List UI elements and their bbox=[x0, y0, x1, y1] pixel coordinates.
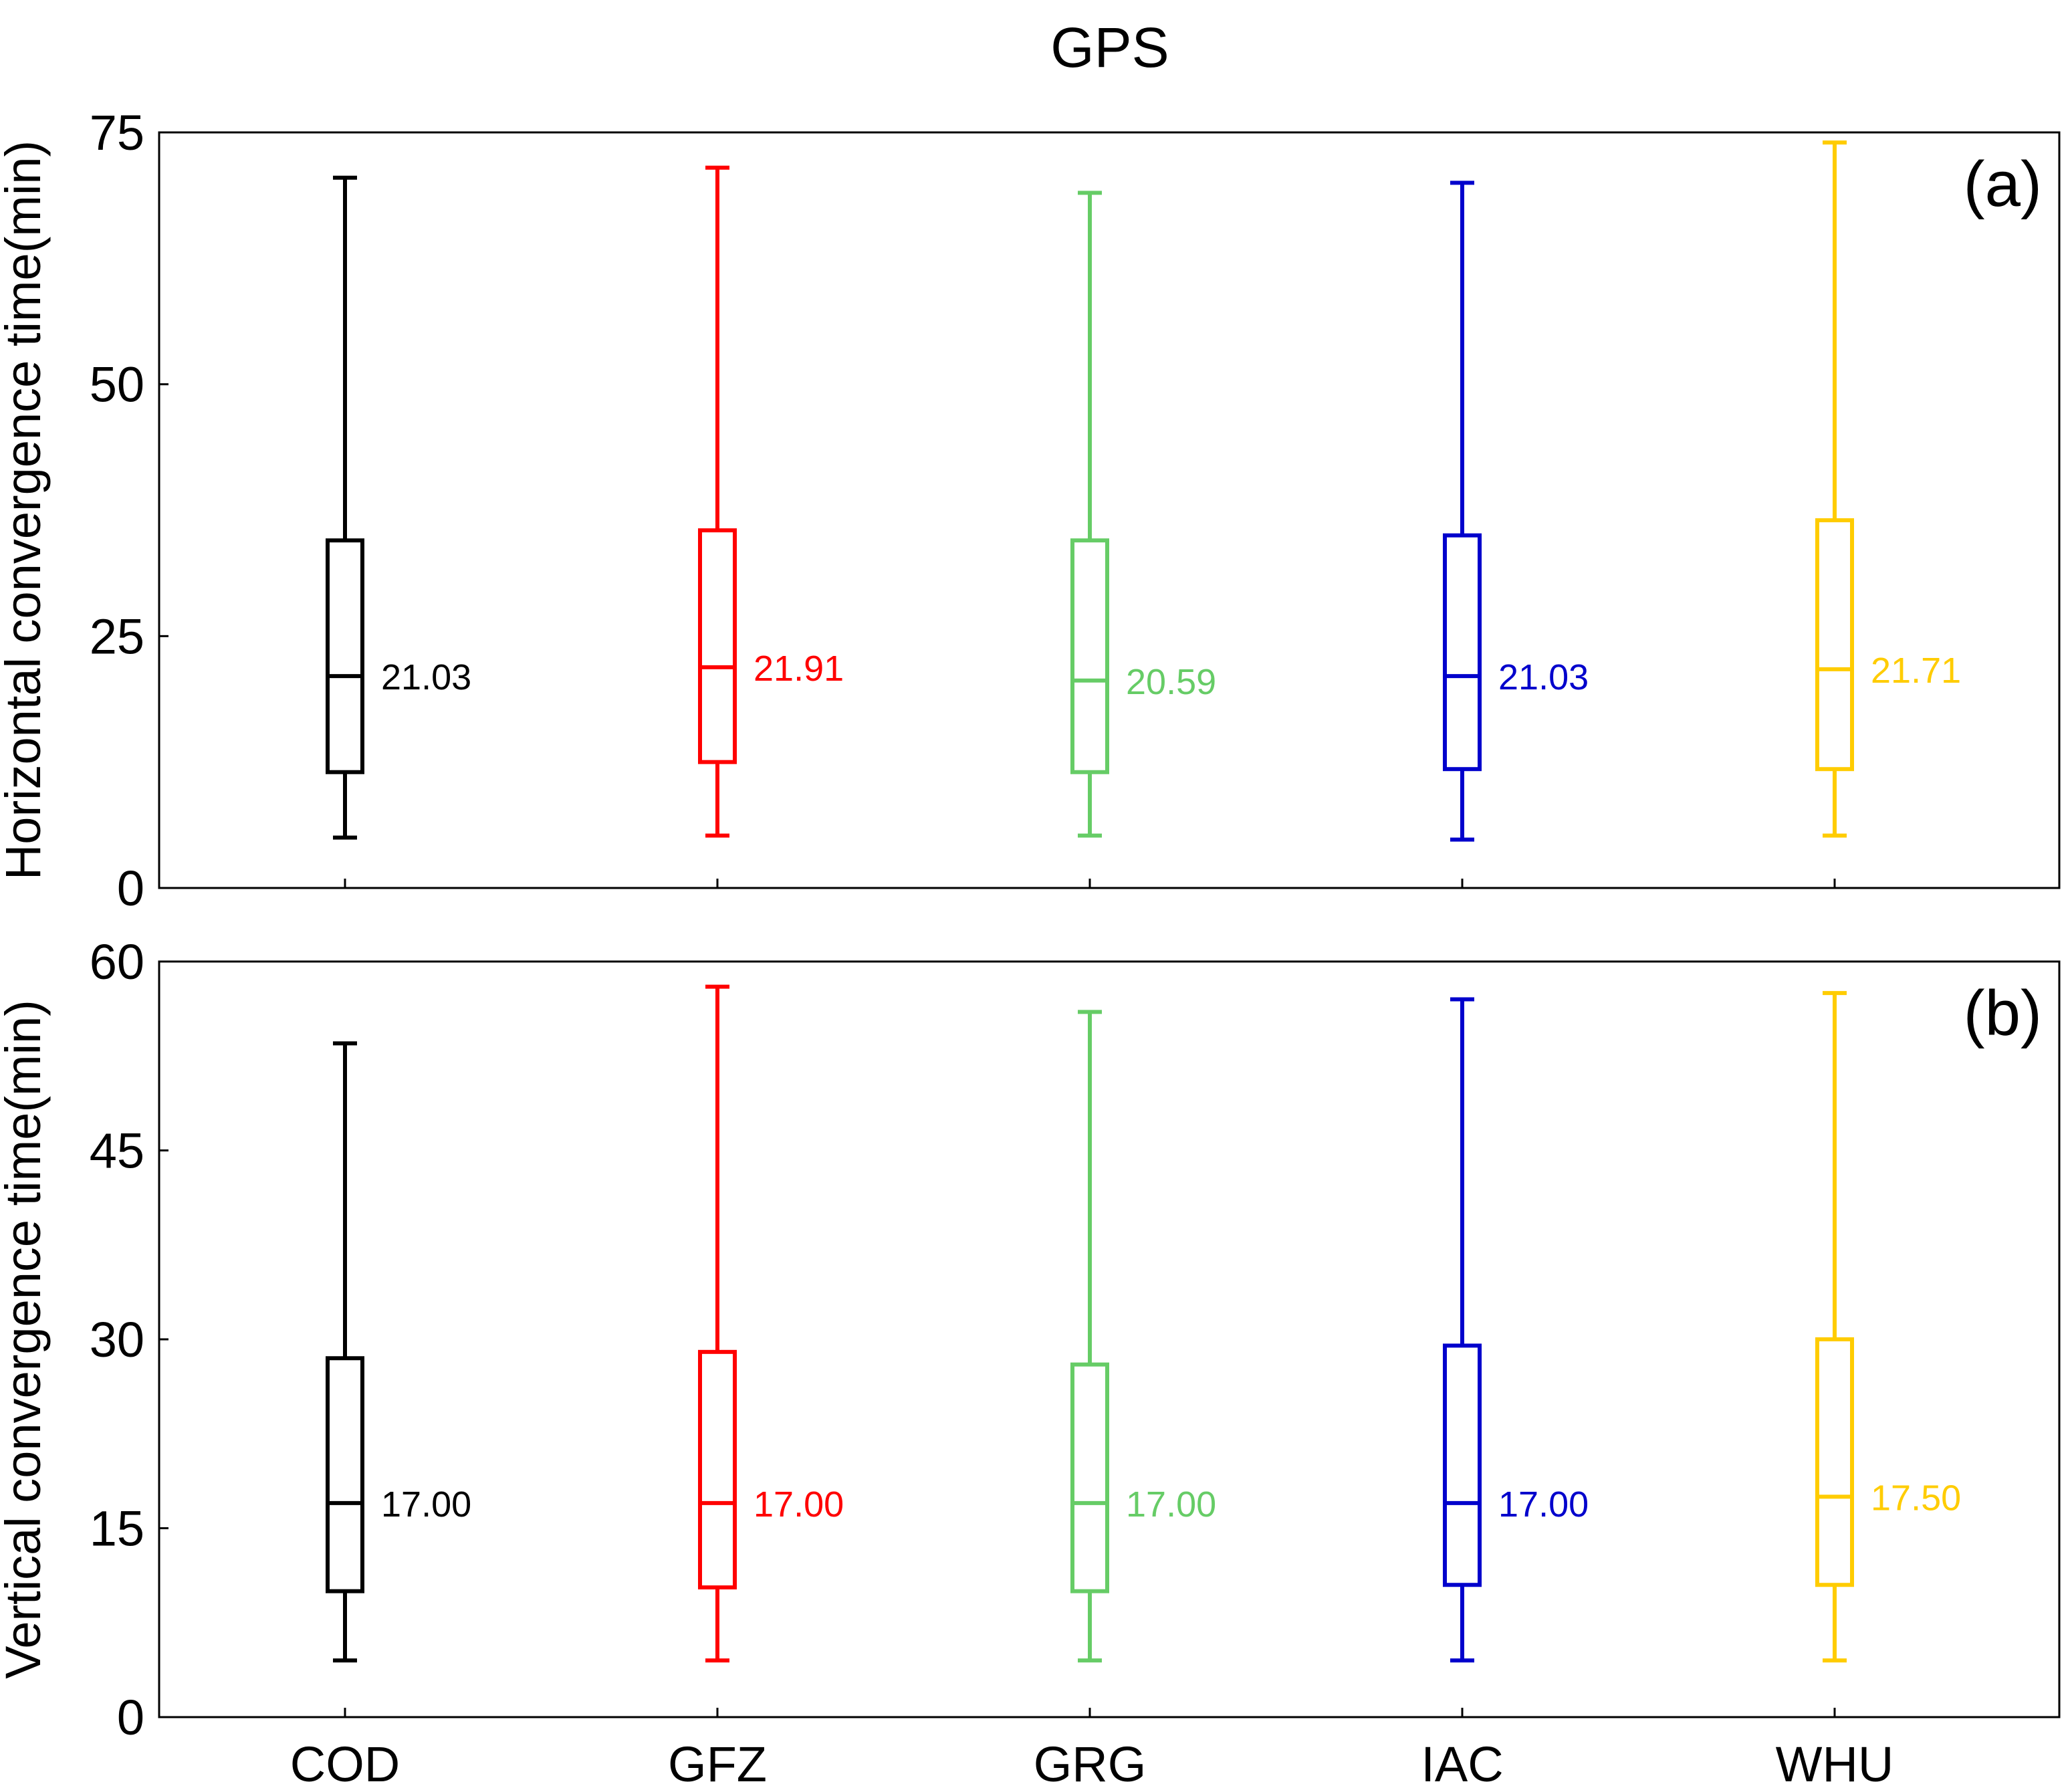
y-tick-label: 15 bbox=[90, 1501, 144, 1557]
y-axis-label: Horizontal convergence time(min) bbox=[0, 140, 51, 880]
y-tick-label: 50 bbox=[90, 357, 144, 413]
x-tick-label: IAC bbox=[1421, 1737, 1503, 1790]
median-label: 21.03 bbox=[381, 657, 471, 697]
iqr-box bbox=[1070, 1362, 1109, 1593]
box-gfz: 21.91 bbox=[698, 165, 844, 838]
iqr-box bbox=[1815, 518, 1854, 772]
median-label: 20.59 bbox=[1126, 662, 1216, 702]
iqr-box bbox=[326, 538, 364, 774]
iqr-box bbox=[1070, 538, 1109, 774]
iqr-box bbox=[1815, 1337, 1854, 1587]
panel-label: (b) bbox=[1964, 978, 2042, 1049]
median-label: 21.03 bbox=[1498, 657, 1589, 697]
box-gfz: 17.00 bbox=[698, 984, 844, 1663]
plot-frame bbox=[158, 131, 2061, 889]
y-tick-label: 75 bbox=[90, 105, 144, 160]
median-label: 17.00 bbox=[381, 1484, 471, 1525]
y-tick-label: 60 bbox=[90, 934, 144, 990]
x-tick-label: GRG bbox=[1034, 1737, 1147, 1790]
y-tick-label: 45 bbox=[90, 1123, 144, 1179]
panel-a-horizontal-convergence: 0 25 50 75 Horizontal convergence time(min) (… bbox=[0, 105, 2061, 916]
median-label: 17.00 bbox=[1126, 1484, 1216, 1525]
y-tick-label: 25 bbox=[90, 608, 144, 664]
median-label: 17.00 bbox=[754, 1484, 844, 1525]
panel-b-vertical-convergence: 0 15 30 45 60 Vertical convergence time(min) (… bbox=[0, 934, 2061, 1790]
iqr-box bbox=[326, 1356, 364, 1593]
median-label: 17.00 bbox=[1498, 1484, 1589, 1525]
panel-label: (a) bbox=[1964, 148, 2042, 220]
iqr-box bbox=[1443, 1343, 1482, 1587]
box-grg: 17.00 bbox=[1070, 1010, 1216, 1663]
figure-title: GPS bbox=[1050, 16, 1169, 79]
box-whu: 17.50 bbox=[1815, 991, 1961, 1663]
box-cod: 21.03 bbox=[326, 175, 471, 840]
box-iac: 21.03 bbox=[1443, 181, 1589, 842]
iqr-box bbox=[698, 1349, 737, 1590]
y-tick-label: 0 bbox=[117, 861, 144, 916]
box-whu: 21.71 bbox=[1815, 140, 1961, 838]
x-tick-label: GFZ bbox=[668, 1737, 767, 1790]
plot-frame bbox=[158, 960, 2061, 1718]
median-label: 21.71 bbox=[1871, 651, 1961, 691]
x-tick-label: COD bbox=[290, 1737, 400, 1790]
median-label: 21.91 bbox=[754, 649, 844, 689]
iqr-box bbox=[1443, 533, 1482, 772]
box-grg: 20.59 bbox=[1070, 191, 1216, 838]
x-tick-label: WHU bbox=[1776, 1737, 1894, 1790]
y-axis-label: Vertical convergence time(min) bbox=[0, 1000, 51, 1679]
iqr-box bbox=[698, 528, 737, 764]
y-tick-label: 30 bbox=[90, 1312, 144, 1367]
median-label: 17.50 bbox=[1871, 1478, 1961, 1518]
box-iac: 17.00 bbox=[1443, 997, 1589, 1663]
y-tick-label: 0 bbox=[117, 1690, 144, 1745]
box-cod: 17.00 bbox=[326, 1041, 471, 1663]
